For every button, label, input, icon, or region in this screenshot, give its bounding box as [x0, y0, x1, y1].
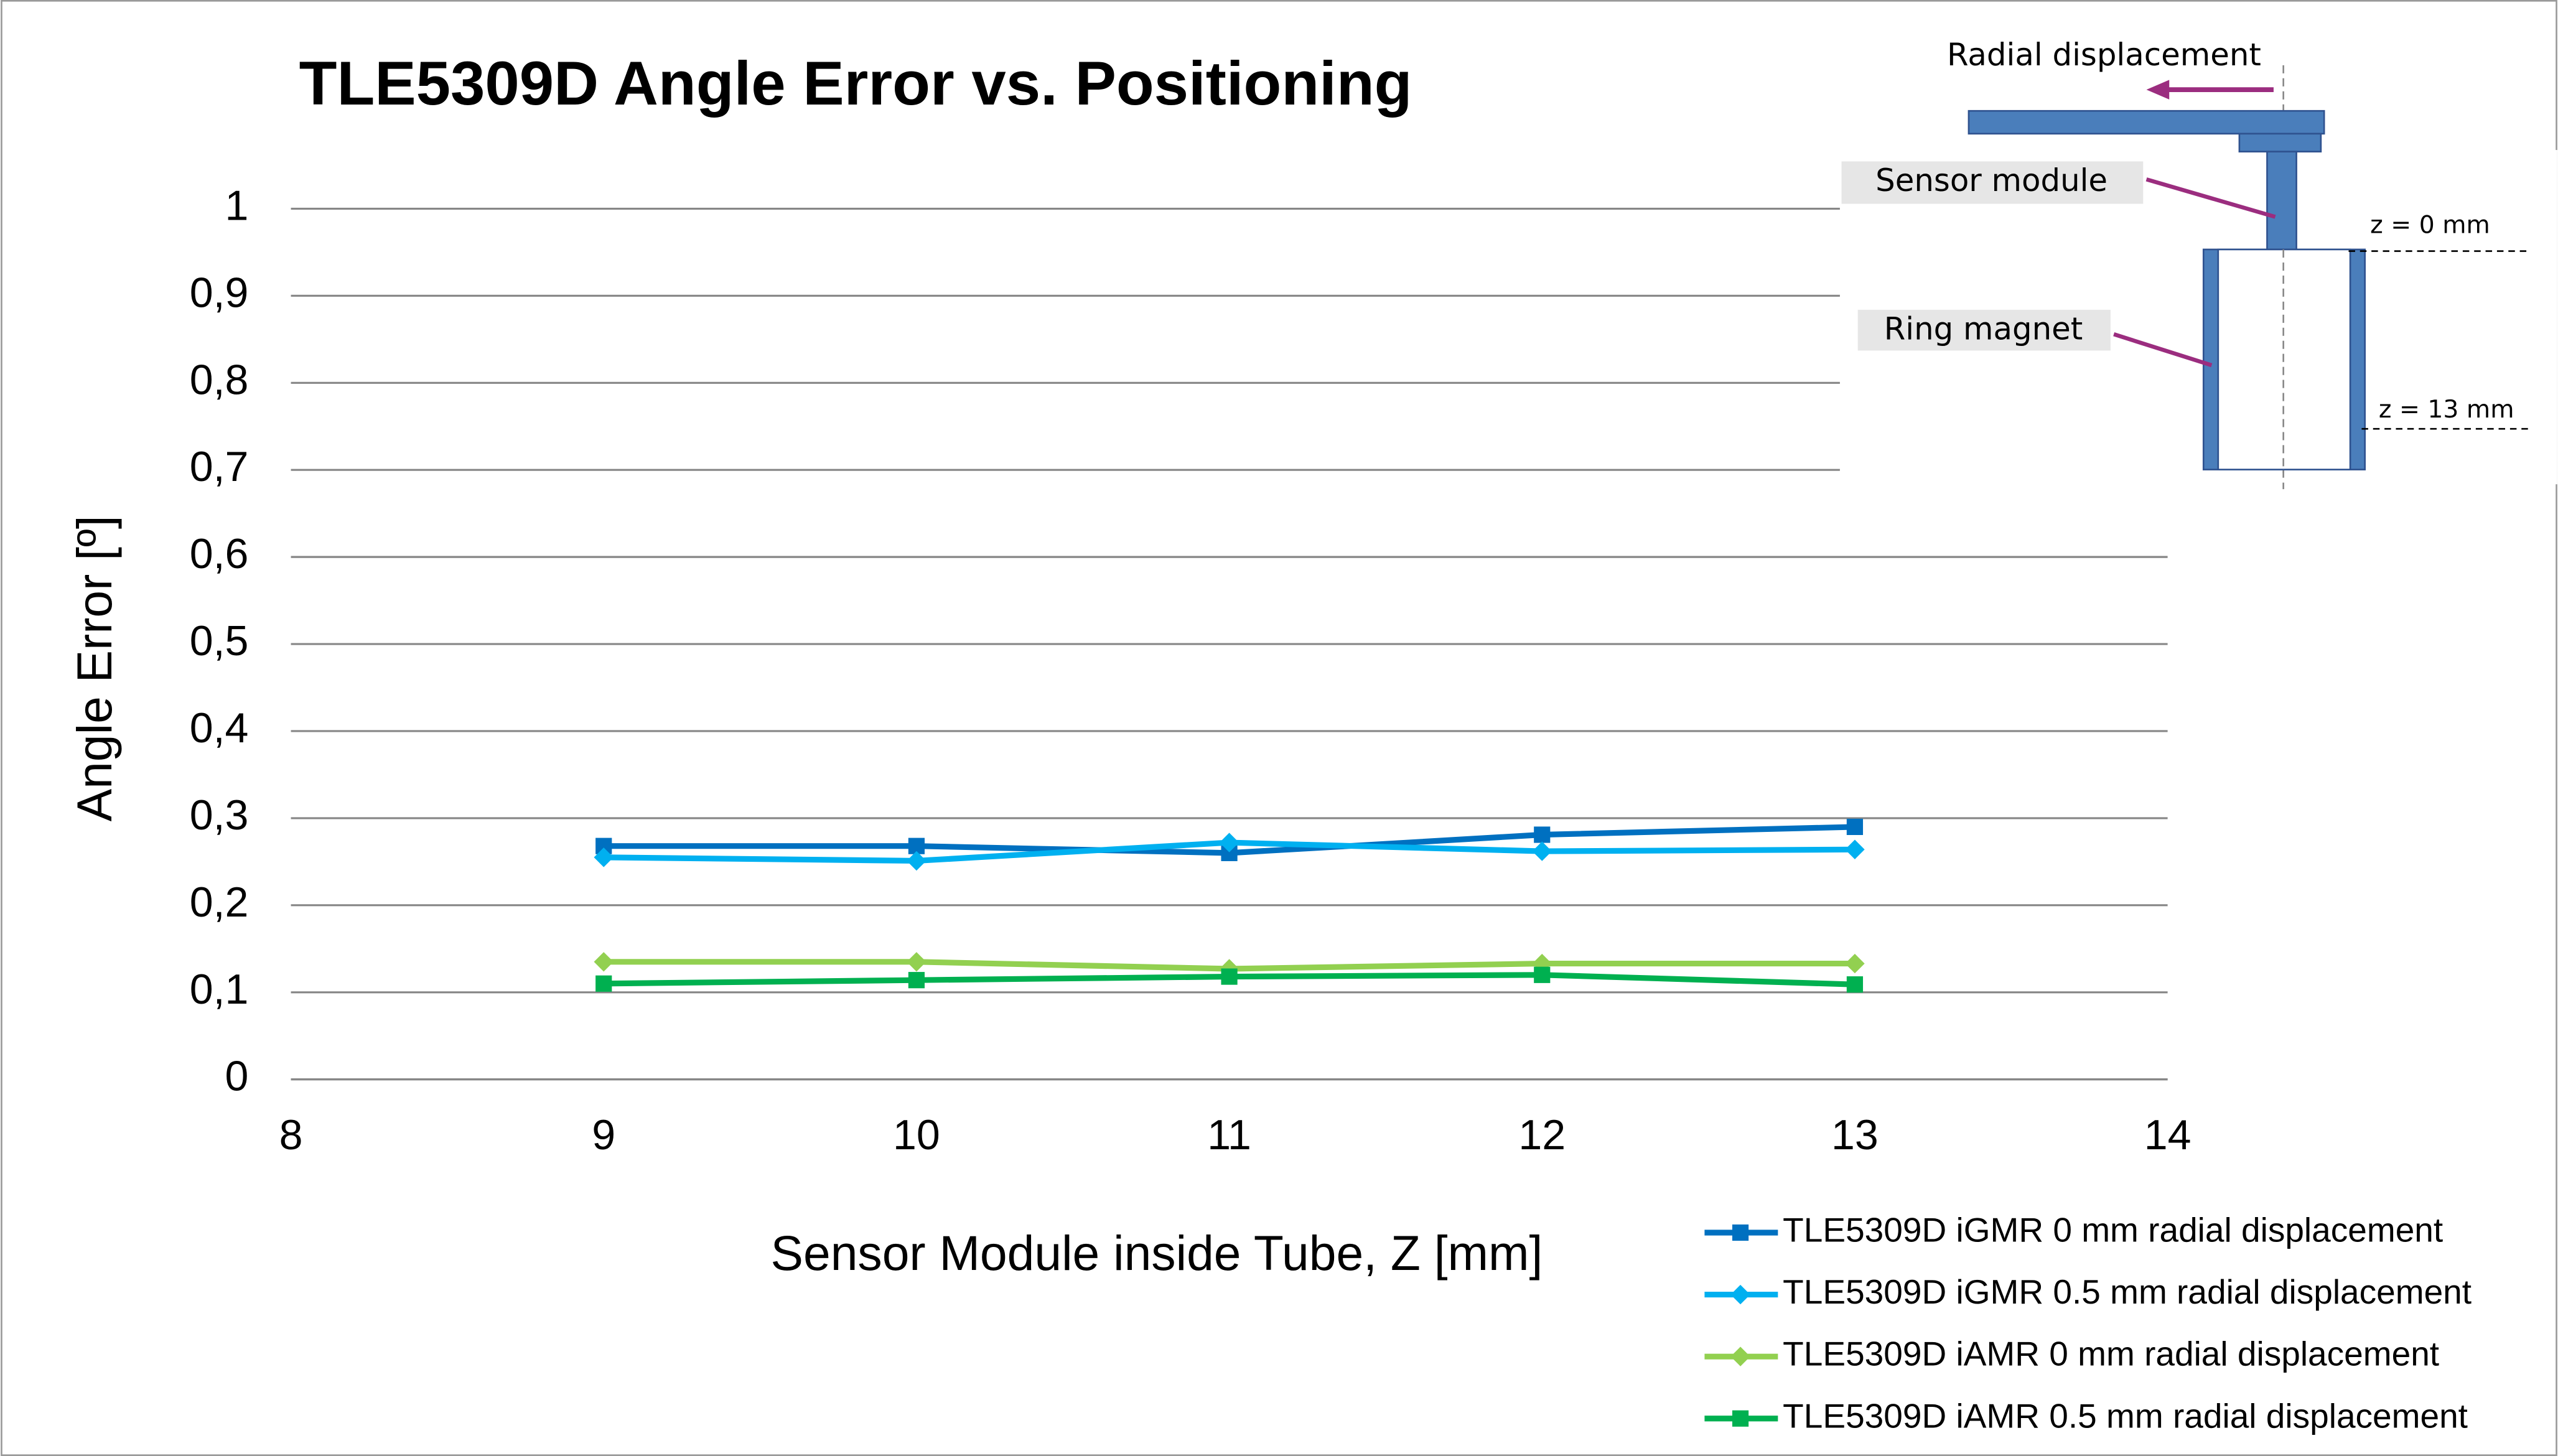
x-tick-label: 12	[1518, 1111, 1566, 1159]
marker	[1730, 1284, 1750, 1305]
arrow-head	[2146, 80, 2170, 100]
plot-area: 0 0,1 0,2 0,3 0,4 0,5 0,6 0,7 0,8 0,9 1 8 9 10 11 12 13 1…	[190, 182, 2192, 1159]
x-tick-label: 14	[2144, 1111, 2192, 1159]
annotation: Radial displacement	[1947, 37, 2261, 73]
annotation: Sensor module	[1875, 162, 2108, 198]
annotation: z = 0 mm	[2370, 212, 2490, 240]
marker	[1732, 1224, 1749, 1241]
x-tick-label: 13	[1831, 1111, 1879, 1159]
legend-label: TLE5309D iGMR 0 mm radial displacement	[1783, 1211, 2443, 1249]
label-box	[1841, 161, 2144, 204]
pointer	[2113, 332, 2213, 368]
x-tick-label: 9	[592, 1111, 615, 1159]
holder-bar	[1968, 110, 2325, 135]
y-tick-label: 0,9	[190, 269, 249, 316]
y-tick-label: 0,2	[190, 879, 249, 926]
label-box	[1857, 309, 2111, 351]
x-tick-label: 8	[279, 1111, 303, 1159]
marker	[1219, 833, 1239, 852]
y-tick-label: 0,3	[190, 791, 249, 839]
y-tick-label: 0,8	[190, 356, 249, 403]
annotation: z = 13 mm	[2379, 396, 2514, 424]
marker	[1845, 839, 1865, 860]
marker	[595, 975, 612, 992]
marker	[1534, 826, 1551, 843]
x-tick-label: 10	[893, 1111, 940, 1159]
marker	[1846, 976, 1864, 993]
legend-label: TLE5309D iGMR 0.5 mm radial displacement	[1783, 1272, 2472, 1311]
marker	[1732, 1410, 1749, 1427]
y-tick-label: 0,4	[190, 704, 249, 752]
legend-label: TLE5309D iAMR 0 mm radial displacement	[1783, 1335, 2439, 1373]
marker	[1846, 818, 1864, 836]
y-tick-label: 0,6	[190, 530, 249, 577]
sensor-stem	[2266, 151, 2297, 251]
y-tick-label: 1	[225, 182, 249, 229]
marker	[1845, 953, 1865, 974]
y-axis-label: Angle Error [º]	[67, 515, 122, 821]
x-axis-label: Sensor Module inside Tube, Z [mm]	[771, 1226, 1543, 1281]
y-tick-label: 0,1	[190, 966, 249, 1013]
chart-title: TLE5309D Angle Error vs. Positioning	[299, 49, 1412, 118]
marker	[1534, 966, 1551, 983]
setup-diagram: Radial displacement Sensor module Ring m…	[1839, 37, 2557, 490]
pointer	[2145, 177, 2276, 219]
y-tick-label: 0,5	[190, 617, 249, 665]
marker	[1221, 968, 1238, 985]
y-tick-label: 0	[225, 1053, 249, 1100]
marker	[1730, 1346, 1750, 1366]
legend-label: TLE5309D iAMR 0.5 mm radial displacement	[1783, 1396, 2468, 1435]
x-tick-label: 11	[1207, 1111, 1251, 1159]
holder-block	[2238, 133, 2322, 153]
marker	[908, 972, 925, 989]
annotation: Ring magnet	[1884, 310, 2083, 347]
marker	[907, 851, 927, 871]
legend: TLE5309D iGMR 0 mm radial displacement TL…	[1704, 1211, 2472, 1435]
y-tick-label: 0,7	[190, 443, 249, 490]
